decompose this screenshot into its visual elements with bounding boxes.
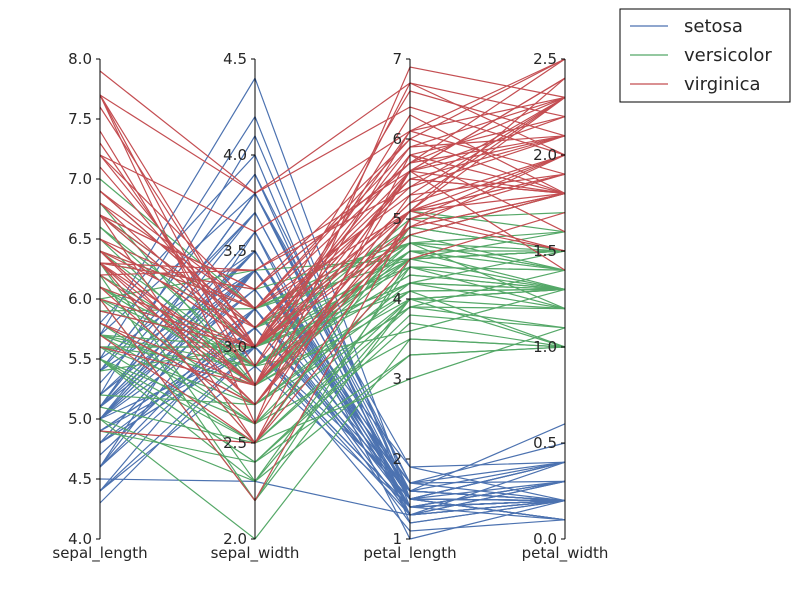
data-line xyxy=(99,218,566,502)
data-line xyxy=(99,266,566,425)
axis-sepal_length: 4.0 4.5 5.0 5.5 6.0 6.5 7.0 7.5 8.0 sepal_length xyxy=(52,50,147,563)
data-line xyxy=(99,94,566,349)
data-line xyxy=(99,211,566,502)
data-line xyxy=(99,178,566,329)
legend-label: setosa xyxy=(684,16,743,37)
data-line xyxy=(99,96,566,276)
data-line xyxy=(99,58,566,233)
tick-label: 4.5 xyxy=(223,50,247,68)
data-line xyxy=(99,212,566,444)
data-line xyxy=(99,478,566,516)
tick-label: 7.5 xyxy=(68,110,92,128)
data-lines xyxy=(99,58,566,540)
data-line xyxy=(99,135,566,348)
data-line xyxy=(99,288,566,367)
data-line xyxy=(99,192,566,348)
data-line xyxy=(99,170,566,368)
axes: 4.0 4.5 5.0 5.5 6.0 6.5 7.0 7.5 8.0 sepal_length 2… xyxy=(52,50,608,563)
tick-label: 1.0 xyxy=(533,338,557,356)
legend-item-versicolor: versicolor xyxy=(630,45,772,66)
tick-label: 4 xyxy=(392,290,402,308)
tick-label: 4.5 xyxy=(68,470,92,488)
data-line xyxy=(99,77,566,329)
data-line xyxy=(99,262,566,483)
tick-label: 7.0 xyxy=(68,170,92,188)
legend: setosa versicolor virginica xyxy=(619,8,791,103)
data-line xyxy=(99,231,566,300)
tick-label: 1 xyxy=(392,530,402,548)
tick-label: 0.0 xyxy=(533,530,557,548)
series-virginica xyxy=(99,58,566,502)
data-line xyxy=(99,58,566,291)
tick-label: 3 xyxy=(392,370,402,388)
legend-label: virginica xyxy=(684,74,761,95)
data-line xyxy=(99,242,566,387)
tick-label: 5 xyxy=(392,210,402,228)
data-line xyxy=(99,154,566,387)
tick-label: 7 xyxy=(392,50,402,68)
tick-label: 8.0 xyxy=(68,50,92,68)
axis-petal_length: 1 2 3 4 5 6 7 petal_length xyxy=(363,50,456,563)
data-line xyxy=(99,173,566,444)
tick-label: 6.0 xyxy=(68,290,92,308)
tick-label: 3.0 xyxy=(223,338,247,356)
legend-item-virginica: virginica xyxy=(630,74,761,95)
legend-label: versicolor xyxy=(684,45,772,66)
axis-label: sepal_length xyxy=(52,544,147,563)
tick-label: 2.0 xyxy=(533,146,557,164)
data-line xyxy=(99,346,566,483)
data-line xyxy=(99,82,566,387)
tick-label: 6.5 xyxy=(68,230,92,248)
data-line xyxy=(99,298,566,425)
axis-label: petal_width xyxy=(522,544,609,563)
data-line xyxy=(99,138,566,310)
data-line xyxy=(99,250,566,372)
axis-label: petal_length xyxy=(363,544,456,563)
axis-petal_width: 0.0 0.5 1.0 1.5 2.0 2.5 petal_width xyxy=(522,50,609,563)
tick-label: 2.5 xyxy=(533,50,557,68)
tick-label: 0.5 xyxy=(533,434,557,452)
axis-sepal_width: 2.0 2.5 3.0 3.5 4.0 4.5 sepal_width xyxy=(211,50,300,563)
tick-label: 4.0 xyxy=(223,146,247,164)
tick-label: 2.5 xyxy=(223,434,247,452)
data-line xyxy=(99,192,566,348)
data-line xyxy=(99,288,566,387)
data-line xyxy=(99,192,566,348)
tick-label: 2 xyxy=(392,450,402,468)
data-line xyxy=(99,173,566,406)
data-line xyxy=(99,82,566,195)
data-line xyxy=(99,154,566,348)
tick-label: 6 xyxy=(392,130,402,148)
data-line xyxy=(99,70,566,195)
data-line xyxy=(99,58,566,291)
data-line xyxy=(99,154,566,310)
data-line xyxy=(99,288,566,444)
data-line xyxy=(99,242,566,367)
legend-item-setosa: setosa xyxy=(630,16,743,37)
data-line xyxy=(99,274,566,367)
data-line xyxy=(99,322,566,463)
data-line xyxy=(99,116,566,387)
data-line xyxy=(99,282,566,367)
data-line xyxy=(99,327,566,444)
tick-label: 5.5 xyxy=(68,350,92,368)
tick-label: 5.0 xyxy=(68,410,92,428)
axis-label: sepal_width xyxy=(211,544,300,563)
data-line xyxy=(99,288,566,484)
tick-label: 3.5 xyxy=(223,242,247,260)
tick-label: 4.0 xyxy=(68,530,92,548)
data-line xyxy=(99,96,566,329)
data-line xyxy=(99,334,566,425)
tick-label: 1.5 xyxy=(533,242,557,260)
data-line xyxy=(99,170,566,425)
data-line xyxy=(99,96,566,310)
data-line xyxy=(99,173,566,406)
data-line xyxy=(99,90,566,349)
data-line xyxy=(99,238,565,387)
data-line xyxy=(99,154,566,348)
tick-label: 2.0 xyxy=(223,530,247,548)
data-line xyxy=(99,96,566,310)
